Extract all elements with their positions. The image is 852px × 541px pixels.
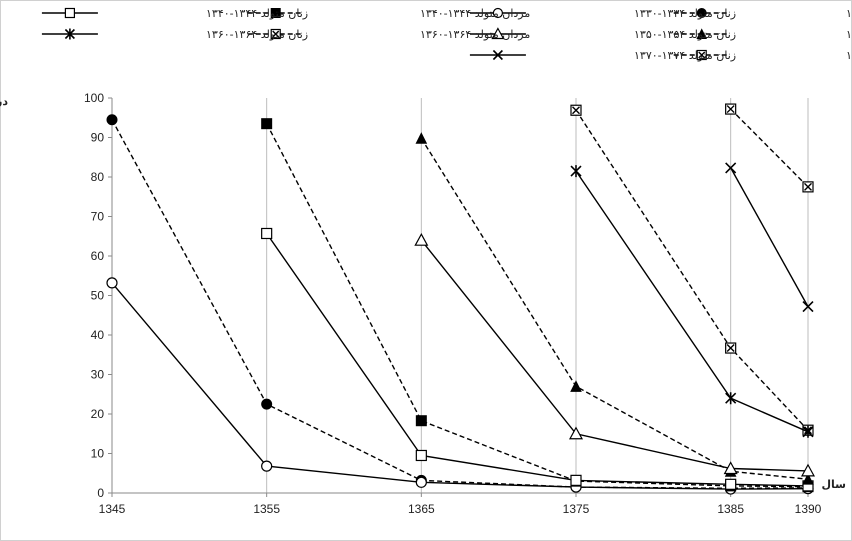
data-point-s1-1345 <box>106 114 118 126</box>
legend-marker-4 <box>64 7 76 19</box>
legend-item-9: مردان متولد ۱۳۷۴-۱۳۷۰ <box>673 49 852 62</box>
series-8 <box>570 165 814 438</box>
legend-marker-9 <box>696 49 707 61</box>
legend-item-3: مردان متولد ۱۳۴۴-۱۳۴۰ <box>247 7 530 20</box>
data-point-s4-1365 <box>415 449 427 462</box>
legend-item-2: زنان متولد ۱۳۳۴-۱۳۳۰ <box>469 7 736 20</box>
data-point-s5-1365 <box>415 132 428 144</box>
legend-item-6: زنان متولد ۱۳۵۴-۱۳۵۰ <box>469 27 736 41</box>
legend-marker-8 <box>64 28 75 40</box>
y-tick-label-40: 40 <box>91 328 105 342</box>
series-9 <box>725 103 814 193</box>
data-point-s7-1375 <box>570 104 582 116</box>
data-point-s2-1355 <box>261 460 273 472</box>
data-point-s1-1355 <box>261 398 273 410</box>
y-tick-label-70: 70 <box>91 210 105 224</box>
legend-item-5: مردان متولد ۱۳۵۴-۱۳۵۰ <box>673 28 852 41</box>
legend: مردان متولد ۱۳۳۴-۱۳۳۰ زنان متولد ۱۳۳۴-۱۳۳… <box>41 7 852 62</box>
legend-item-8: زنان متولد ۱۳۶۴-۱۳۶۰ <box>41 28 308 41</box>
data-point-s9-1385 <box>725 103 737 115</box>
data-point-s8-1375 <box>570 165 582 178</box>
legend-marker-6 <box>491 27 505 40</box>
y-tick-label-80: 80 <box>91 170 105 184</box>
y-tick-label-20: 20 <box>91 407 105 421</box>
series-line-7 <box>575 109 809 431</box>
x-tick-label-1365: 1365 <box>408 502 435 516</box>
y-tick-label-0: 0 <box>97 486 104 500</box>
legend-marker-5 <box>696 28 708 39</box>
y-tick-label-100: 100 <box>84 91 104 105</box>
x-axis-title: سال <box>822 478 847 491</box>
data-point-s10-1390 <box>802 300 814 313</box>
y-tick-label-50: 50 <box>91 289 105 303</box>
y-axis-title: درصد <box>0 95 8 108</box>
legend-marker-3 <box>270 8 281 18</box>
x-tick-label-1355: 1355 <box>253 502 280 516</box>
legend-label-10: زنان متولد ۱۳۷۴-۱۳۷۰ <box>634 49 736 62</box>
data-point-s8-1385 <box>725 392 737 405</box>
legend-label-3: مردان متولد ۱۳۴۴-۱۳۴۰ <box>420 7 530 20</box>
data-point-s3-1365 <box>415 415 427 427</box>
legend-marker-2 <box>492 7 504 19</box>
legend-label-7: مردان متولد ۱۳۶۴-۱۳۶۰ <box>420 28 530 41</box>
series-line-6 <box>420 239 809 472</box>
data-point-s6-1365 <box>414 232 429 246</box>
grid-lines <box>266 98 809 493</box>
data-point-s2-1345 <box>106 277 118 289</box>
data-point-s7-1385 <box>725 342 737 354</box>
data-point-s6-1390 <box>800 463 816 477</box>
legend-label-5: مردان متولد ۱۳۵۴-۱۳۵۰ <box>846 28 852 41</box>
legend-label-6: زنان متولد ۱۳۵۴-۱۳۵۰ <box>634 28 736 41</box>
legend-item-4: زنان متولد ۱۳۴۴-۱۳۴۰ <box>41 7 308 20</box>
data-point-s4-1355 <box>261 227 273 240</box>
x-tick-label-1385: 1385 <box>717 502 744 516</box>
y-tick-label-60: 60 <box>91 249 105 263</box>
series-line-5 <box>420 137 809 480</box>
data-point-s4-1375 <box>570 474 582 486</box>
series-line-4 <box>266 233 809 487</box>
data-point-s5-1390 <box>802 473 814 485</box>
x-tick-label-1390: 1390 <box>795 502 822 516</box>
y-tick-label-30: 30 <box>91 368 105 382</box>
series-5 <box>415 132 814 485</box>
legend-marker-10 <box>492 49 503 61</box>
legend-label-9: مردان متولد ۱۳۷۴-۱۳۷۰ <box>846 49 852 62</box>
y-tick-label-90: 90 <box>91 131 105 145</box>
x-tick-label-1345: 1345 <box>99 502 126 516</box>
series-line-3 <box>266 123 809 488</box>
data-point-s3-1355 <box>261 118 273 130</box>
legend-item-1: مردان متولد ۱۳۳۴-۱۳۳۰ <box>673 7 852 20</box>
series-line-2 <box>111 282 809 490</box>
data-point-s2-1365 <box>415 476 427 488</box>
legend-label-2: زنان متولد ۱۳۳۴-۱۳۳۰ <box>634 7 736 20</box>
series-line-10 <box>730 167 809 307</box>
series-line-9 <box>730 108 809 188</box>
legend-marker-1 <box>696 8 707 18</box>
data-point-s6-1385 <box>723 461 738 475</box>
y-tick-label-10: 10 <box>91 447 105 461</box>
x-tick-labels: 1345 1355 1365 1375 1385 1390 <box>99 493 822 516</box>
data-point-s5-1375 <box>570 380 582 392</box>
data-point-s6-1375 <box>568 426 584 440</box>
data-point-s10-1385 <box>725 162 737 174</box>
series-4 <box>261 227 814 492</box>
series-6 <box>414 232 816 477</box>
legend-label-4: زنان متولد ۱۳۴۴-۱۳۴۰ <box>206 7 308 20</box>
legend-label-1: مردان متولد ۱۳۳۴-۱۳۳۰ <box>846 7 852 20</box>
data-point-s4-1385 <box>725 478 737 490</box>
x-tick-label-1375: 1375 <box>563 502 590 516</box>
legend-item-10: زنان متولد ۱۳۷۴-۱۳۷۰ <box>469 49 736 62</box>
y-tick-labels: 0 10 20 30 40 50 60 70 80 90 100 <box>84 91 112 500</box>
legend-label-8: زنان متولد ۱۳۶۴-۱۳۶۰ <box>206 28 308 41</box>
legend-marker-7 <box>270 28 281 40</box>
series-10 <box>725 162 814 313</box>
data-point-s8-1390 <box>802 425 814 438</box>
series-line-1 <box>111 119 809 490</box>
series-group <box>106 103 816 495</box>
data-point-s9-1390 <box>802 181 814 193</box>
legend-item-7: مردان متولد ۱۳۶۴-۱۳۶۰ <box>247 28 530 41</box>
